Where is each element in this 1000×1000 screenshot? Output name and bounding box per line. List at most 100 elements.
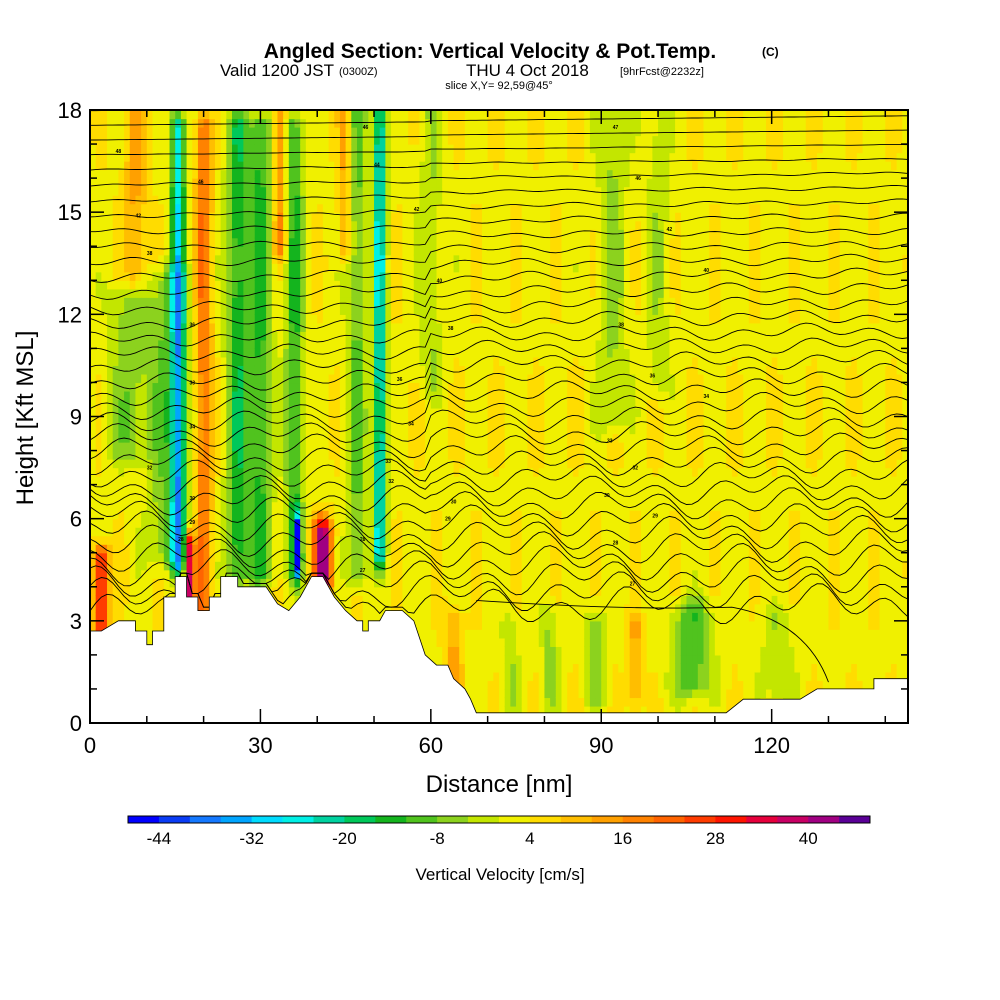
- vv-cell: [345, 356, 352, 367]
- vv-cell: [470, 373, 477, 384]
- vv-cell: [430, 110, 438, 120]
- vv-cell: [442, 612, 449, 622]
- vv-cell: [334, 442, 341, 452]
- vv-cell: [192, 229, 199, 239]
- vv-cell: [322, 339, 330, 349]
- vv-cell: [396, 314, 404, 324]
- vv-cell: [476, 331, 483, 341]
- vv-cell: [214, 314, 222, 324]
- vv-cell: [459, 314, 466, 324]
- vv-cell: [186, 314, 193, 324]
- vv-cell: [192, 518, 199, 528]
- vv-cell: [158, 203, 165, 213]
- vv-cell: [271, 569, 279, 579]
- vv-cell: [232, 254, 239, 264]
- vv-cell: [107, 152, 114, 162]
- vv-cell: [305, 356, 313, 367]
- vv-cell: [453, 518, 460, 528]
- vv-cell: [385, 373, 392, 384]
- vv-cell: [169, 373, 176, 384]
- vv-cell: [135, 578, 142, 588]
- vv-cell: [169, 118, 176, 128]
- vv-cell: [464, 680, 472, 690]
- vv-cell: [90, 484, 97, 494]
- vv-cell: [311, 373, 318, 384]
- vv-cell: [158, 390, 165, 401]
- vv-cell: [322, 450, 330, 460]
- vv-cell: [107, 425, 114, 435]
- vv-cell: [447, 433, 455, 443]
- vv-cell: [402, 365, 409, 375]
- vv-cell: [442, 322, 449, 332]
- vv-cell: [226, 425, 233, 435]
- vv-cell: [300, 467, 307, 477]
- vv-cell: [243, 339, 250, 349]
- vv-cell: [379, 178, 386, 188]
- vv-cell: [425, 237, 432, 247]
- vv-cell: [374, 510, 381, 520]
- vv-cell: [470, 450, 477, 460]
- vv-cell: [374, 263, 381, 273]
- vv-cell: [322, 373, 330, 384]
- vv-cell: [351, 271, 358, 281]
- vv-cell: [283, 186, 290, 196]
- vv-cell: [118, 220, 125, 230]
- vv-cell: [243, 297, 250, 307]
- vv-cell: [243, 212, 250, 222]
- vv-cell: [300, 399, 307, 409]
- vv-cell: [408, 595, 415, 605]
- vv-cell: [419, 407, 426, 418]
- vv-cell: [254, 135, 262, 145]
- vv-cell: [402, 110, 409, 120]
- vv-cell: [175, 135, 182, 145]
- vv-cell: [436, 110, 443, 120]
- vv-cell: [169, 229, 176, 239]
- vv-cell: [220, 288, 227, 298]
- vv-cell: [413, 212, 421, 222]
- vv-cell: [90, 552, 97, 562]
- vv-cell: [351, 118, 358, 128]
- vv-cell: [368, 280, 375, 290]
- vv-cell: [186, 118, 193, 128]
- vv-cell: [305, 518, 313, 528]
- vv-cell: [135, 203, 142, 213]
- vv-cell: [419, 110, 426, 120]
- vv-cell: [356, 467, 364, 477]
- vv-cell: [419, 271, 426, 281]
- vv-cell: [135, 339, 142, 349]
- vv-cell: [232, 348, 239, 358]
- vv-cell: [141, 118, 148, 128]
- vv-cell: [425, 620, 432, 630]
- vv-cell: [322, 493, 330, 503]
- vv-cell: [163, 220, 171, 230]
- vv-cell: [214, 416, 222, 426]
- vv-cell: [186, 484, 193, 494]
- vv-cell: [118, 339, 125, 349]
- vv-cell: [362, 195, 369, 205]
- vv-cell: [186, 561, 193, 571]
- vv-cell: [305, 561, 313, 571]
- vv-cell: [391, 212, 398, 222]
- vv-cell: [124, 586, 131, 596]
- vv-cell: [374, 399, 381, 409]
- vv-cell: [135, 195, 142, 205]
- vv-cell: [305, 203, 313, 213]
- vv-cell: [481, 654, 489, 664]
- vv-cell: [374, 467, 381, 477]
- vv-cell: [362, 603, 369, 613]
- vv-cell: [186, 459, 193, 469]
- vv-cell: [95, 603, 102, 613]
- vv-cell: [129, 442, 137, 452]
- vv-cell: [95, 425, 102, 435]
- vv-cell: [249, 356, 256, 367]
- vv-cell: [152, 135, 159, 145]
- vv-cell: [226, 161, 233, 171]
- vv-cell: [294, 399, 301, 409]
- vv-cell: [220, 229, 227, 239]
- vv-cell: [345, 220, 352, 230]
- vv-cell: [322, 569, 330, 579]
- vv-cell: [277, 178, 284, 188]
- vv-cell: [396, 493, 404, 503]
- vv-cell: [374, 390, 381, 401]
- vv-cell: [158, 161, 165, 171]
